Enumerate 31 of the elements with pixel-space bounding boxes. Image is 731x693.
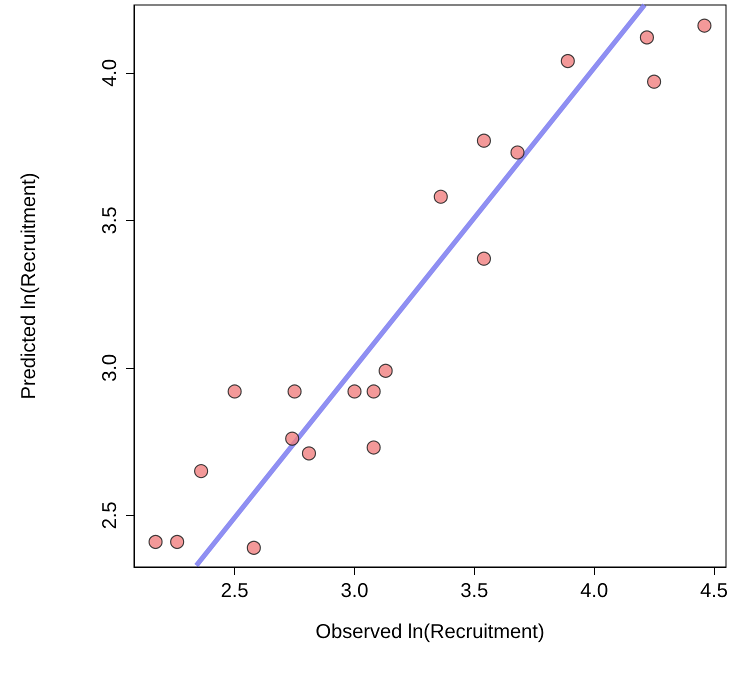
point <box>560 54 575 68</box>
x-tick-label: 4.0 <box>580 580 608 602</box>
point <box>697 18 712 33</box>
x-tick-label: 3.5 <box>460 580 488 602</box>
y-tick-label: 4.0 <box>99 58 121 87</box>
point <box>347 384 362 399</box>
point <box>170 534 184 550</box>
y-tick-label: 3.5 <box>99 206 121 234</box>
x-tick-label: 4.5 <box>700 580 728 602</box>
point <box>378 364 393 378</box>
point <box>366 440 381 455</box>
point <box>228 384 242 399</box>
point <box>510 145 525 160</box>
point <box>434 190 448 204</box>
point <box>647 74 662 89</box>
point <box>302 446 316 461</box>
point <box>287 384 302 399</box>
y-tick-label: 3.0 <box>99 354 121 382</box>
point <box>148 534 163 550</box>
point <box>246 540 261 555</box>
x-tick-label: 2.5 <box>220 580 249 602</box>
point <box>366 384 381 399</box>
y-axis-title: Predicted ln(Recruitment) <box>18 172 40 400</box>
point <box>285 432 300 446</box>
point <box>194 464 208 478</box>
x-tick-label: 3.0 <box>340 580 368 602</box>
point <box>640 30 654 45</box>
point <box>476 252 492 266</box>
y-tick-label: 2.5 <box>99 501 121 530</box>
x-axis-title: Observed ln(Recruitment) <box>316 621 544 643</box>
point <box>476 134 492 148</box>
